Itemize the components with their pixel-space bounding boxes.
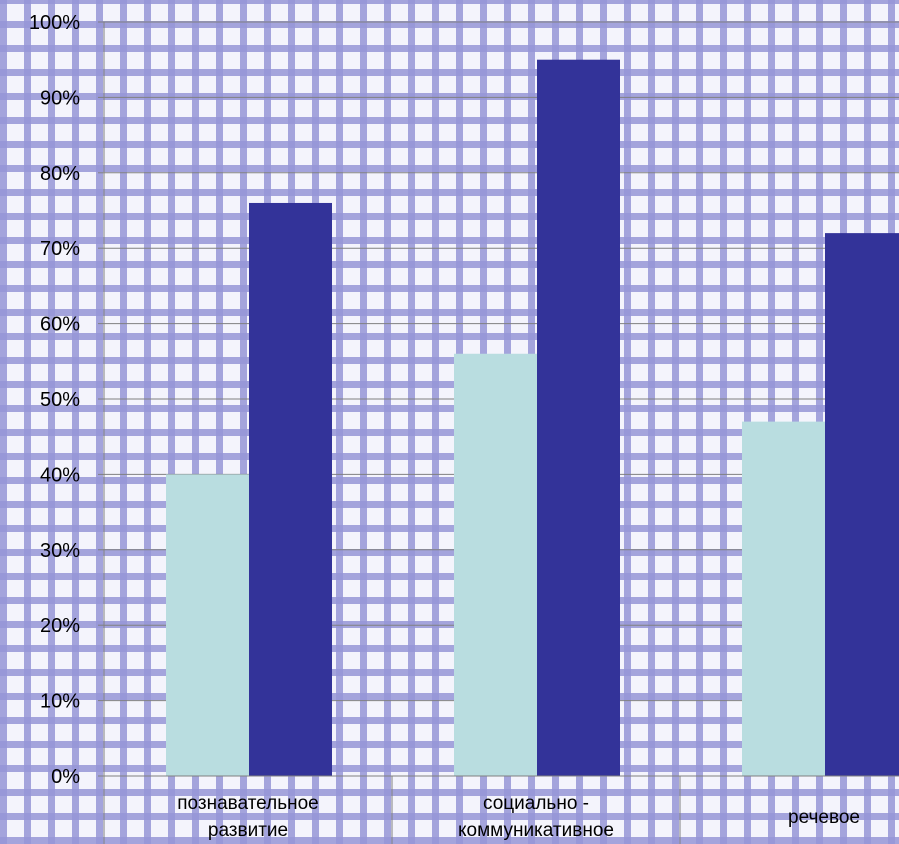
y-tick-label: 70%: [40, 238, 80, 260]
bar-series-2-1: [249, 202, 332, 776]
bar-series-2-2: [537, 59, 620, 776]
bar-series-1-3: [742, 421, 825, 776]
bar-series-1-1: [166, 474, 249, 776]
axes: [98, 21, 899, 844]
x-category-label: развитие: [208, 820, 288, 841]
x-category-label: социально -: [483, 793, 589, 814]
x-category-labels: познавательное развитие социально - коммуни…: [177, 793, 860, 841]
y-tick-label: 30%: [40, 540, 80, 562]
y-tick-label: 80%: [40, 163, 80, 185]
y-tick-label: 50%: [40, 389, 80, 411]
y-tick-label: 20%: [40, 615, 80, 637]
y-tick-labels: 0% 10% 20% 30% 40% 50% 60% 70% 80% 90% 100%: [29, 12, 80, 788]
y-tick-label: 10%: [40, 691, 80, 713]
y-tick-label: 40%: [40, 464, 80, 486]
x-category-label: коммуникативное: [458, 820, 614, 841]
x-category-label: познавательное: [177, 793, 318, 814]
y-tick-label: 60%: [40, 314, 80, 336]
y-tick-label: 90%: [40, 87, 80, 109]
y-tick-label: 0%: [51, 766, 80, 788]
bar-series-1-2: [454, 353, 537, 776]
bar-series-2-3: [825, 233, 899, 776]
y-tick-label: 100%: [29, 12, 80, 34]
bars: [166, 59, 899, 776]
x-category-label: речевое: [788, 807, 860, 828]
